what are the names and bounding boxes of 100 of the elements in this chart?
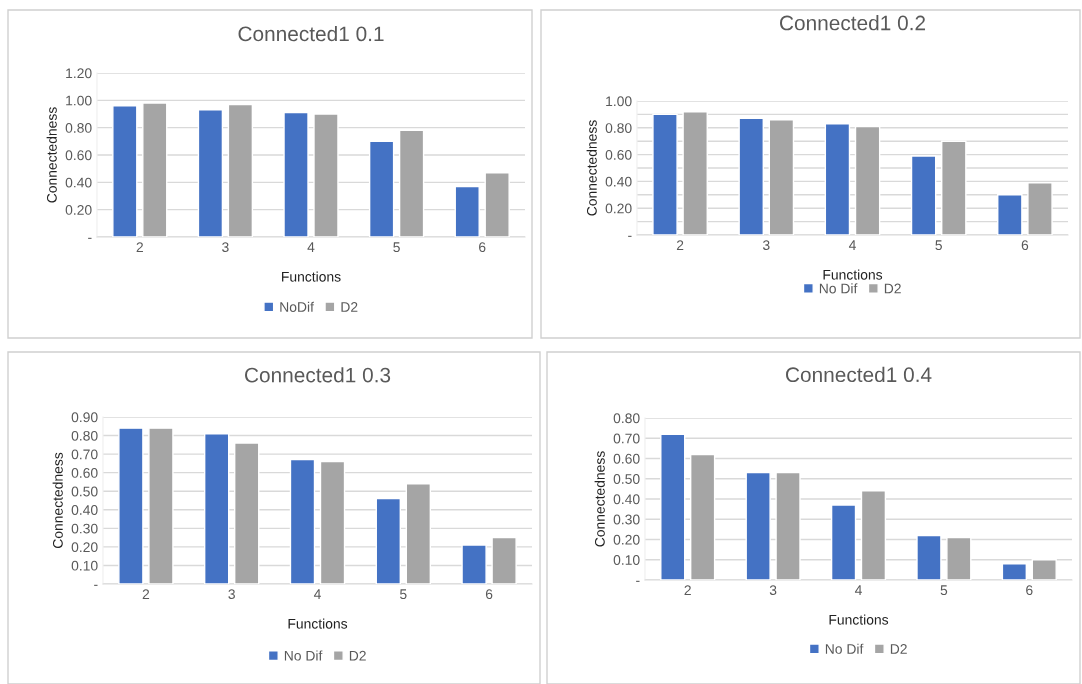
y-tick-label: 0.20: [613, 534, 640, 545]
legend-label: D2: [890, 644, 907, 654]
bar: [910, 155, 937, 235]
bar: [946, 536, 972, 580]
y-axis-title: Connectedness: [52, 452, 63, 549]
y-tick-label: 0.60: [613, 453, 640, 464]
y-tick-label: 0.40: [71, 505, 98, 515]
x-tick-label: 6: [1021, 240, 1029, 251]
y-tick-label: 0.20: [65, 205, 92, 215]
y-tick-label: -: [88, 237, 92, 239]
bar: [405, 483, 432, 584]
y-axis-title: Connectedness: [586, 120, 597, 216]
bar: [112, 105, 138, 237]
y-tick-label: 0.50: [71, 486, 98, 497]
x-tick-label: 2: [676, 240, 684, 250]
y-tick-label: 1.00: [606, 96, 632, 107]
bar: [660, 433, 686, 580]
bar: [997, 194, 1023, 235]
bar: [689, 453, 716, 580]
bar: [738, 117, 764, 235]
y-tick-label: 0.10: [71, 560, 98, 571]
bar: [941, 140, 967, 235]
bar: [1031, 559, 1057, 580]
chart-title: Connected1 0.2: [780, 15, 926, 31]
y-tick-label: 0.60: [605, 149, 632, 160]
bar: [289, 458, 316, 584]
bar: [824, 123, 851, 235]
x-tick-label: 4: [313, 589, 321, 599]
bar: [652, 113, 678, 235]
chart-title: Connected1 0.1: [238, 25, 384, 42]
bar: [461, 544, 487, 584]
bar: [319, 460, 346, 584]
bar: [375, 497, 401, 584]
y-tick-label: 0.30: [613, 514, 640, 525]
y-tick-label: 0.50: [613, 474, 640, 484]
x-tick-label: 6: [1026, 585, 1033, 596]
y-tick-label: -: [636, 580, 640, 582]
y-tick-label: 0.80: [65, 123, 92, 133]
y-tick-label: 0.80: [605, 123, 632, 133]
bar: [768, 119, 795, 235]
x-tick-label: 3: [222, 242, 229, 253]
x-tick-label: 5: [940, 585, 948, 596]
x-tick-label: 2: [684, 585, 691, 595]
bar: [484, 172, 510, 237]
legend-label: No Dif: [819, 283, 858, 294]
legend-label: D2: [349, 650, 366, 661]
bar: [916, 534, 942, 580]
bar: [454, 185, 480, 237]
x-axis-title: Functions: [282, 271, 341, 282]
y-tick-label: 1.00: [66, 95, 92, 106]
bar: [745, 471, 771, 580]
bar: [234, 442, 260, 584]
bar: [142, 102, 168, 237]
bar: [197, 109, 224, 237]
x-tick-label: 5: [393, 242, 400, 253]
y-tick-label: 0.90: [71, 412, 98, 423]
bar: [1027, 182, 1053, 235]
bar: [682, 111, 708, 235]
legend-label: D2: [884, 283, 901, 294]
bar: [860, 490, 887, 580]
bar: [148, 427, 174, 584]
y-tick-label: 0.40: [613, 494, 640, 505]
y-tick-label: 0.60: [65, 150, 92, 161]
x-tick-label: 2: [142, 589, 150, 599]
x-axis-title: Functions: [823, 269, 883, 280]
bar: [830, 504, 857, 580]
chart-title: Connected1 0.4: [786, 366, 932, 383]
y-axis-title: Connectedness: [46, 107, 57, 203]
bar: [491, 536, 517, 584]
y-tick-label: 0.80: [613, 413, 640, 424]
x-tick-label: 6: [485, 589, 493, 600]
x-tick-label: 4: [307, 242, 315, 252]
x-tick-label: 6: [479, 242, 486, 253]
y-tick-label: 0.40: [605, 176, 632, 187]
bar: [368, 140, 395, 237]
x-tick-label: 3: [769, 585, 777, 596]
y-tick-label: 0.70: [71, 449, 98, 460]
y-tick-label: 0.20: [71, 542, 98, 553]
y-axis-title: Connectedness: [594, 451, 605, 547]
y-tick-label: 0.40: [65, 177, 92, 188]
y-tick-label: 0.70: [613, 433, 640, 444]
x-tick-label: 4: [848, 240, 856, 250]
bar: [283, 111, 309, 237]
x-tick-label: 3: [228, 589, 235, 600]
bar: [1001, 563, 1028, 580]
x-axis-title: Functions: [288, 618, 348, 629]
bar: [313, 113, 339, 237]
x-tick-label: 5: [935, 240, 942, 251]
legend-label: D2: [341, 302, 358, 312]
bar: [854, 125, 881, 235]
x-tick-label: 2: [136, 242, 143, 252]
y-tick-label: 0.30: [71, 523, 98, 534]
y-tick-label: 1.20: [66, 68, 92, 79]
y-tick-label: -: [94, 584, 98, 586]
chart-title: Connected1 0.3: [245, 367, 391, 383]
legend-label: NoDif: [280, 301, 314, 312]
bar: [398, 129, 425, 237]
x-tick-label: 4: [854, 585, 862, 595]
x-axis-title: Functions: [829, 614, 889, 625]
y-tick-label: 0.20: [605, 203, 632, 214]
